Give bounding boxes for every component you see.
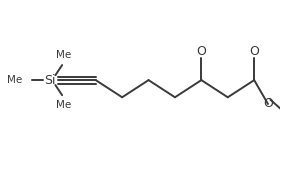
Text: Me: Me xyxy=(7,75,22,85)
Text: O: O xyxy=(249,45,259,58)
Text: O: O xyxy=(263,97,273,110)
Text: O: O xyxy=(197,45,206,58)
Text: Si: Si xyxy=(44,74,55,87)
Text: Me: Me xyxy=(56,100,72,110)
Text: Me: Me xyxy=(56,50,72,60)
